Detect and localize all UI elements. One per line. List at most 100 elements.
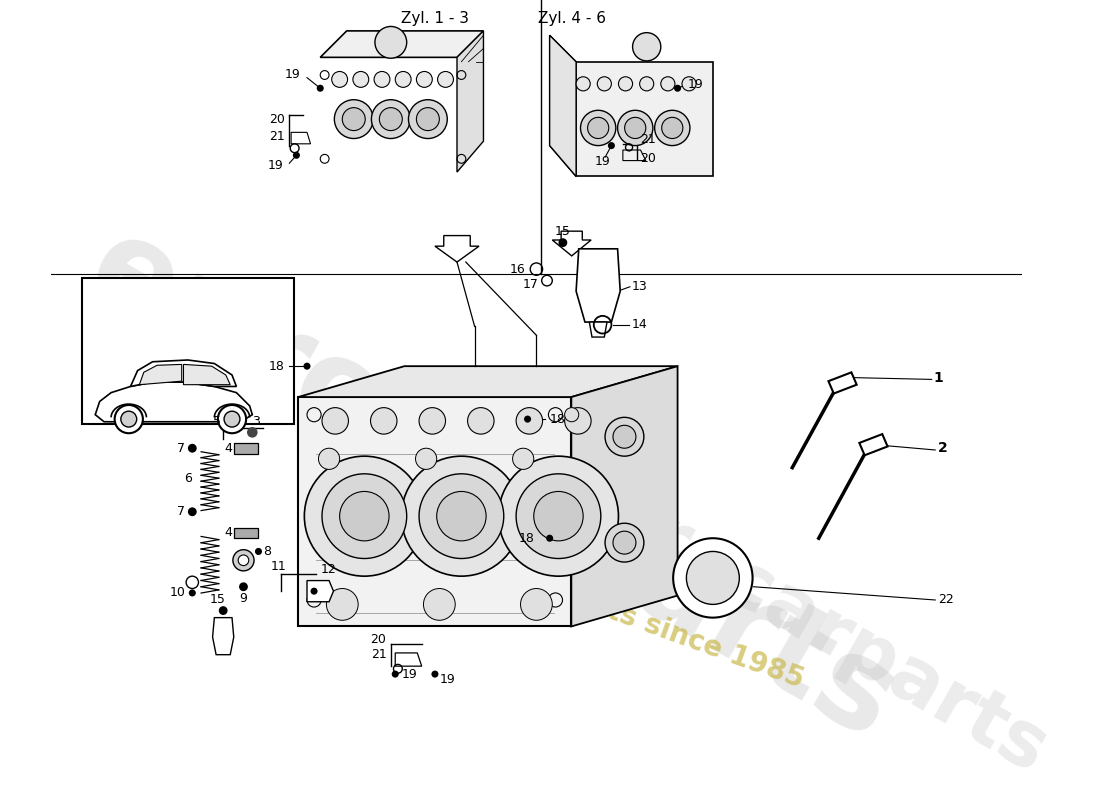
Circle shape xyxy=(419,408,446,434)
Text: 19: 19 xyxy=(439,673,455,686)
Text: 16: 16 xyxy=(509,262,525,276)
Circle shape xyxy=(417,108,439,130)
Circle shape xyxy=(395,71,411,87)
Polygon shape xyxy=(234,443,258,454)
Circle shape xyxy=(419,474,504,558)
Circle shape xyxy=(632,33,661,61)
Circle shape xyxy=(375,26,407,58)
Circle shape xyxy=(564,408,579,422)
Circle shape xyxy=(438,71,453,87)
Text: 19: 19 xyxy=(285,69,300,82)
Circle shape xyxy=(605,523,643,562)
Polygon shape xyxy=(550,35,576,177)
Circle shape xyxy=(317,85,323,92)
Circle shape xyxy=(625,118,646,138)
Circle shape xyxy=(524,415,531,422)
Polygon shape xyxy=(96,382,252,422)
Text: 19: 19 xyxy=(689,78,704,91)
Circle shape xyxy=(682,77,696,91)
Circle shape xyxy=(353,71,369,87)
Circle shape xyxy=(224,411,240,427)
Polygon shape xyxy=(590,322,607,337)
Circle shape xyxy=(189,590,196,597)
Circle shape xyxy=(559,238,568,247)
Circle shape xyxy=(114,405,143,434)
Polygon shape xyxy=(395,653,421,666)
Text: eurocarparts: eurocarparts xyxy=(541,446,1060,789)
Circle shape xyxy=(546,534,553,542)
Polygon shape xyxy=(456,31,484,172)
Circle shape xyxy=(322,408,349,434)
Polygon shape xyxy=(571,366,678,626)
Circle shape xyxy=(310,588,318,594)
Circle shape xyxy=(437,491,486,541)
Circle shape xyxy=(686,551,739,604)
Circle shape xyxy=(332,71,348,87)
Circle shape xyxy=(408,100,448,138)
Circle shape xyxy=(219,606,228,615)
Polygon shape xyxy=(212,618,234,654)
Circle shape xyxy=(673,538,752,618)
Polygon shape xyxy=(298,366,678,397)
Text: 19: 19 xyxy=(595,155,610,168)
Text: 18: 18 xyxy=(519,532,535,545)
Circle shape xyxy=(334,100,373,138)
Circle shape xyxy=(188,444,197,453)
Circle shape xyxy=(305,456,425,576)
Circle shape xyxy=(218,405,246,434)
Circle shape xyxy=(605,418,643,456)
Polygon shape xyxy=(131,360,236,386)
Circle shape xyxy=(513,448,534,470)
Text: 6: 6 xyxy=(185,472,192,485)
Polygon shape xyxy=(320,31,484,58)
Text: 8: 8 xyxy=(263,545,271,558)
Text: 18: 18 xyxy=(270,360,285,373)
Text: 15: 15 xyxy=(554,225,571,238)
Circle shape xyxy=(188,507,197,516)
Text: 18: 18 xyxy=(550,413,565,426)
Circle shape xyxy=(662,118,683,138)
Polygon shape xyxy=(298,397,571,626)
Text: 20: 20 xyxy=(270,113,285,126)
Text: Zyl. 1 - 3: Zyl. 1 - 3 xyxy=(400,10,469,26)
Circle shape xyxy=(255,548,262,555)
Circle shape xyxy=(520,589,552,620)
Circle shape xyxy=(581,110,616,146)
Circle shape xyxy=(239,555,249,566)
Text: 5: 5 xyxy=(212,415,220,428)
Circle shape xyxy=(639,77,653,91)
Circle shape xyxy=(233,550,254,571)
Circle shape xyxy=(661,77,675,91)
Text: 17: 17 xyxy=(522,278,538,290)
Text: 19: 19 xyxy=(267,159,283,172)
Circle shape xyxy=(516,408,542,434)
Text: 22: 22 xyxy=(938,594,954,606)
Text: 19: 19 xyxy=(402,667,417,681)
Text: 7: 7 xyxy=(177,506,185,518)
Circle shape xyxy=(402,456,521,576)
Polygon shape xyxy=(140,365,182,385)
Circle shape xyxy=(534,491,583,541)
Polygon shape xyxy=(828,372,857,394)
Circle shape xyxy=(618,77,632,91)
Text: 21: 21 xyxy=(371,648,386,661)
Text: 14: 14 xyxy=(631,318,648,331)
Text: 21: 21 xyxy=(640,133,657,146)
Text: 3: 3 xyxy=(252,415,260,428)
Text: 9: 9 xyxy=(240,592,248,605)
Text: 15: 15 xyxy=(210,594,225,606)
Circle shape xyxy=(392,670,399,678)
Polygon shape xyxy=(550,35,576,177)
Text: 4: 4 xyxy=(224,442,232,454)
Circle shape xyxy=(617,110,653,146)
Text: 20: 20 xyxy=(371,633,386,646)
Text: a passion for parts since 1985: a passion for parts since 1985 xyxy=(353,506,807,694)
Text: Zyl. 4 - 6: Zyl. 4 - 6 xyxy=(538,10,606,26)
Circle shape xyxy=(293,152,300,159)
Circle shape xyxy=(121,411,136,427)
Circle shape xyxy=(424,589,455,620)
Circle shape xyxy=(327,589,359,620)
Circle shape xyxy=(417,71,432,87)
Polygon shape xyxy=(234,528,258,538)
Circle shape xyxy=(416,448,437,470)
